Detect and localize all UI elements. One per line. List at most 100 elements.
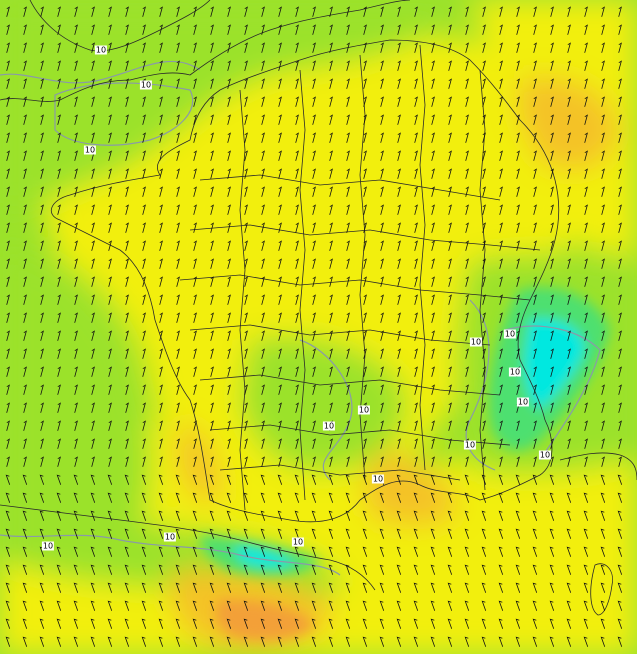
wind-barb	[176, 438, 180, 449]
wind-barb	[5, 618, 11, 629]
wind-barb	[107, 492, 113, 503]
wind-barb	[363, 168, 367, 179]
wind-barb	[312, 24, 316, 35]
wind-barb	[57, 456, 61, 467]
wind-barb	[481, 528, 487, 539]
wind-barb	[430, 492, 436, 503]
wind-barb	[396, 564, 402, 575]
wind-barb	[601, 420, 605, 431]
wind-barb	[108, 96, 112, 107]
wind-barb	[431, 150, 435, 161]
wind-barb	[125, 6, 129, 17]
wind-barb	[431, 204, 435, 215]
wind-barb	[261, 6, 265, 17]
wind-barb	[295, 384, 299, 395]
wind-barb	[295, 366, 299, 377]
wind-barb	[329, 204, 333, 215]
wind-barb	[91, 438, 95, 449]
wind-barb	[583, 546, 589, 557]
wind-barb	[142, 384, 146, 395]
wind-barb	[243, 546, 249, 557]
wind-barb	[107, 600, 113, 611]
wind-barb	[74, 240, 78, 251]
wind-barb	[328, 528, 334, 539]
wind-barb	[22, 582, 28, 593]
wind-barb	[6, 420, 10, 431]
wind-barb	[260, 582, 266, 593]
wind-barb	[295, 204, 299, 215]
wind-barb	[567, 402, 571, 413]
wind-barb	[345, 636, 351, 647]
wind-barb	[175, 582, 181, 593]
wind-barb	[363, 186, 367, 197]
field-moderate-atlantic	[0, 240, 151, 540]
wind-barb	[482, 60, 486, 71]
wind-barb	[40, 114, 44, 125]
wind-barb	[618, 330, 622, 341]
wind-barb	[550, 204, 554, 215]
wind-barb	[499, 330, 503, 341]
wind-barb	[363, 384, 367, 395]
wind-barb	[312, 456, 316, 467]
wind-barb	[226, 564, 232, 575]
wind-barb	[278, 6, 282, 17]
wind-barb	[91, 60, 95, 71]
wind-barb	[57, 204, 61, 215]
wind-barb	[295, 42, 299, 53]
wind-barb	[108, 222, 112, 233]
wind-barb	[379, 582, 385, 593]
wind-barb	[23, 150, 27, 161]
wind-barb	[159, 132, 163, 143]
wind-barb	[397, 456, 401, 467]
wind-barb	[227, 6, 231, 17]
wind-barb	[397, 294, 401, 305]
wind-barb	[73, 582, 79, 593]
wind-barb	[227, 78, 231, 89]
wind-barb	[380, 366, 384, 377]
wind-barb	[431, 384, 435, 395]
wind-barb	[550, 42, 554, 53]
wind-barb	[584, 132, 588, 143]
wind-barb	[600, 510, 606, 521]
wind-barb	[39, 474, 45, 485]
wind-barb	[618, 258, 622, 269]
wind-barb	[345, 474, 351, 485]
wind-barb	[142, 132, 146, 143]
wind-barb	[550, 78, 554, 89]
isoline-label: 10	[469, 337, 483, 347]
wind-barb	[465, 384, 469, 395]
isoline-label: 10	[83, 145, 97, 155]
wind-barb	[125, 204, 129, 215]
wind-barb	[516, 96, 520, 107]
wind-barb	[90, 636, 96, 647]
wind-barb	[397, 312, 401, 323]
wind-barb	[91, 276, 95, 287]
wind-barb	[584, 330, 588, 341]
wind-barb	[566, 546, 572, 557]
wind-barb	[550, 384, 554, 395]
wind-barb	[6, 150, 10, 161]
wind-barb	[6, 132, 10, 143]
wind-barb	[601, 222, 605, 233]
wind-barb	[159, 294, 163, 305]
wind-barb	[107, 528, 113, 539]
wind-barb	[346, 366, 350, 377]
wind-barb	[516, 456, 520, 467]
wind-barb	[22, 564, 28, 575]
wind-barb	[243, 492, 249, 503]
wind-barb	[57, 132, 61, 143]
wind-barb	[448, 438, 452, 449]
wind-barb	[91, 168, 95, 179]
wind-barb	[175, 636, 181, 647]
wind-barb	[499, 384, 503, 395]
wind-barb	[108, 168, 112, 179]
wind-barb	[533, 24, 537, 35]
wind-barb	[142, 456, 146, 467]
wind-barb	[414, 312, 418, 323]
wind-barb	[23, 276, 27, 287]
wind-barb	[22, 474, 28, 485]
wind-barb	[125, 150, 129, 161]
wind-barb	[40, 78, 44, 89]
wind-barb	[533, 114, 537, 125]
